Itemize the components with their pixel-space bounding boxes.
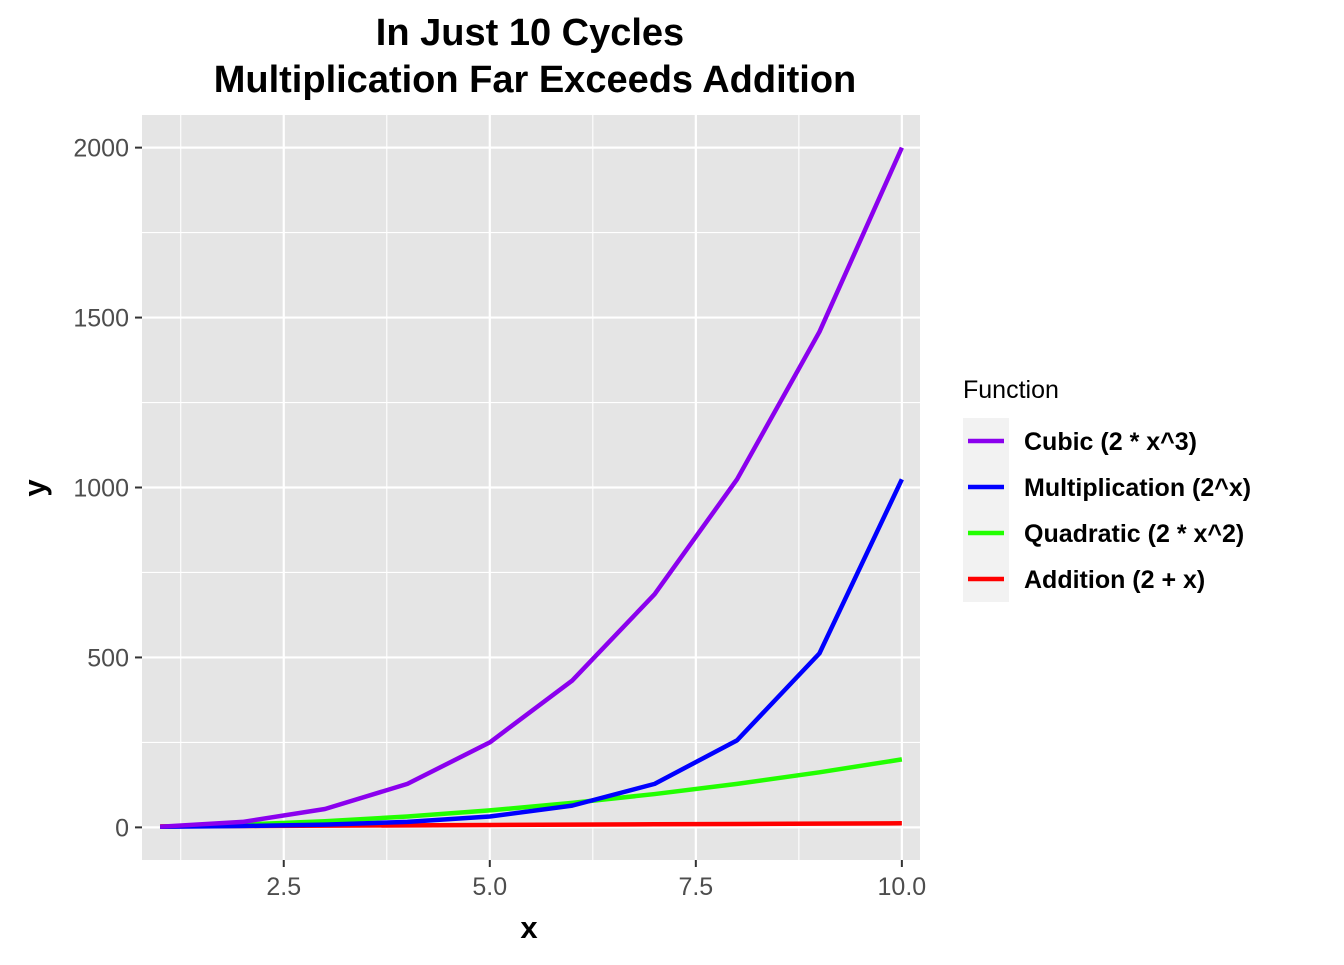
series-line-multiplication: [160, 478, 904, 829]
x-tick-label: 10.0: [878, 873, 927, 901]
legend-label-addition: Addition (2 + x): [1024, 566, 1205, 594]
y-axis-title: y: [17, 479, 52, 497]
chart-title-line-2: Multiplication Far Exceeds Addition: [214, 59, 857, 101]
legend-label-cubic: Cubic (2 * x^3): [1024, 428, 1197, 456]
y-tick-label: 1500: [73, 305, 129, 333]
legend-label-multiplication: Multiplication (2^x): [1024, 474, 1251, 502]
y-tick-label: 0: [115, 814, 129, 842]
axis-ticks: [135, 146, 903, 867]
x-tick-label: 7.5: [678, 873, 713, 901]
legend-title: Function: [963, 376, 1059, 404]
y-tick-label: 500: [87, 644, 129, 672]
chart-title-line-1: In Just 10 Cycles: [376, 12, 684, 54]
series-lines: [160, 146, 904, 829]
legend-label-quadratic: Quadratic (2 * x^2): [1024, 520, 1244, 548]
y-tick-label: 2000: [73, 135, 129, 163]
x-tick-label: 5.0: [472, 873, 507, 901]
y-tick-label: 1000: [73, 475, 129, 503]
series-line-quadratic: [160, 757, 903, 829]
tick-labels: 2.5 5.0 7.5 10.0 0 500 1000 1500 2000: [73, 135, 926, 901]
series-line-cubic: [160, 146, 904, 829]
x-axis-title: x: [520, 910, 538, 945]
major-gridlines: [142, 115, 920, 860]
legend: Cubic (2 * x^3) Multiplication (2^x) Quadr…: [963, 418, 1251, 602]
x-tick-label: 2.5: [266, 873, 301, 901]
